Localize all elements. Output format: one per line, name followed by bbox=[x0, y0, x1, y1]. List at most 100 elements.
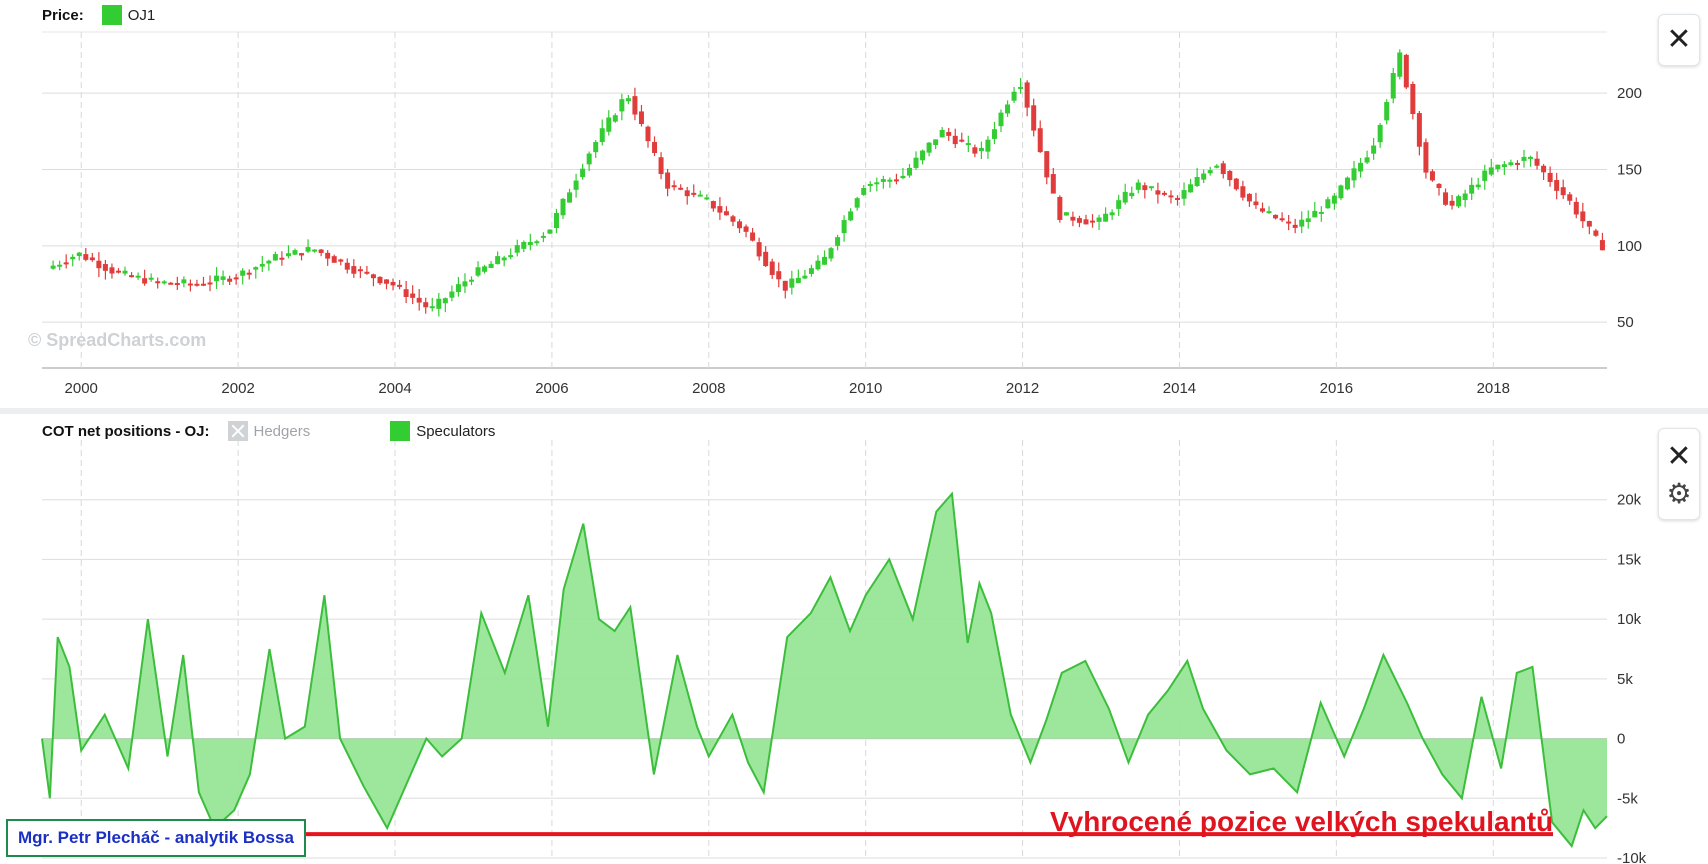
price-candle bbox=[70, 256, 76, 260]
price-candle bbox=[1599, 240, 1605, 251]
price-candle bbox=[1050, 174, 1056, 194]
price-candle bbox=[1279, 218, 1285, 221]
price-candle bbox=[325, 252, 331, 259]
price-candle bbox=[913, 157, 919, 168]
price-candle bbox=[1220, 163, 1226, 175]
speculators-swatch[interactable] bbox=[390, 421, 411, 441]
price-candle bbox=[207, 282, 213, 285]
price-candle bbox=[1011, 91, 1017, 101]
price-candle bbox=[194, 283, 200, 286]
price-y-tick-label: 200 bbox=[1617, 85, 1642, 102]
price-candle bbox=[619, 99, 625, 112]
price-candle bbox=[1103, 213, 1109, 222]
price-candle bbox=[593, 142, 599, 153]
price-candle bbox=[1384, 102, 1390, 121]
price-candle bbox=[534, 241, 540, 244]
cot-y-tick-label: 15k bbox=[1617, 551, 1642, 568]
hedgers-swatch[interactable] bbox=[227, 421, 248, 441]
x-tick-label: 2018 bbox=[1477, 380, 1510, 397]
price-candle bbox=[514, 245, 520, 253]
price-candle bbox=[1096, 217, 1102, 222]
price-candle bbox=[1528, 156, 1534, 159]
price-candle bbox=[122, 270, 128, 274]
price-candle bbox=[939, 129, 945, 138]
cot-legend: COT net positions - OJ: Hedgers Speculat… bbox=[42, 421, 495, 441]
price-candle bbox=[102, 264, 108, 271]
price-candle bbox=[1403, 54, 1409, 88]
price-candle bbox=[580, 168, 586, 178]
x-tick-label: 2012 bbox=[1006, 380, 1039, 397]
price-candle bbox=[148, 277, 154, 280]
price-candle bbox=[730, 216, 736, 222]
price-candle bbox=[1031, 105, 1037, 131]
price-candle bbox=[50, 265, 56, 269]
price-candle bbox=[822, 256, 827, 265]
price-candle bbox=[972, 147, 978, 154]
price-candle bbox=[1488, 167, 1494, 175]
price-candle bbox=[174, 283, 180, 286]
price-candle bbox=[501, 257, 507, 261]
price-candle bbox=[1495, 164, 1501, 170]
price-candle bbox=[1057, 196, 1063, 220]
price-candle bbox=[553, 213, 559, 228]
price-candle bbox=[638, 111, 644, 125]
price-candle bbox=[1351, 168, 1357, 181]
price-candle bbox=[1318, 211, 1324, 214]
close-icon[interactable]: ✕ bbox=[1666, 440, 1692, 473]
price-candle bbox=[599, 128, 605, 142]
oj1-legend-label[interactable]: OJ1 bbox=[127, 6, 156, 24]
price-candle bbox=[678, 187, 684, 190]
price-candle bbox=[305, 247, 311, 252]
price-candle bbox=[1292, 224, 1298, 228]
price-candle bbox=[96, 260, 102, 269]
price-candle bbox=[1259, 208, 1265, 212]
gear-icon[interactable]: ⚙ bbox=[1666, 478, 1692, 509]
price-candle bbox=[227, 278, 233, 282]
price-candle bbox=[488, 263, 494, 268]
price-candle bbox=[508, 255, 514, 258]
price-candle bbox=[671, 185, 677, 188]
price-candle bbox=[115, 270, 121, 273]
close-icon[interactable]: ✕ bbox=[1666, 23, 1692, 56]
price-candle bbox=[1253, 201, 1259, 206]
price-candle bbox=[743, 226, 749, 232]
price-candle bbox=[691, 192, 697, 195]
price-candle bbox=[906, 167, 912, 176]
price-candle bbox=[1024, 82, 1030, 108]
price-candle bbox=[978, 147, 984, 152]
price-candle bbox=[1109, 212, 1115, 216]
price-candle bbox=[397, 284, 403, 287]
price-candle bbox=[998, 112, 1004, 127]
price-candle bbox=[1194, 177, 1200, 186]
cot-y-tick-label: 20k bbox=[1617, 492, 1642, 509]
price-candle bbox=[1266, 211, 1272, 214]
hedgers-legend-label[interactable]: Hedgers bbox=[253, 422, 311, 440]
price-candle bbox=[279, 257, 285, 260]
price-candle bbox=[763, 251, 769, 267]
price-candle bbox=[854, 198, 860, 208]
price-candle bbox=[455, 284, 461, 293]
x-tick-label: 2010 bbox=[849, 380, 882, 397]
price-candle bbox=[468, 279, 474, 282]
price-candle bbox=[665, 172, 671, 189]
speculators-legend-label[interactable]: Speculators bbox=[416, 422, 496, 440]
price-candle bbox=[1273, 214, 1279, 219]
price-candle bbox=[991, 129, 997, 139]
oj1-swatch[interactable] bbox=[101, 5, 122, 25]
price-candle bbox=[1390, 73, 1396, 99]
price-axis: 200 150 100 50 2000 2002 2004 2006 2008 2010 2012 2… bbox=[65, 85, 1642, 397]
price-candle bbox=[390, 281, 396, 286]
price-candle bbox=[756, 242, 762, 257]
price-grid bbox=[42, 31, 1607, 369]
price-candle bbox=[1240, 186, 1246, 198]
price-candle bbox=[1338, 185, 1344, 199]
price-candle bbox=[1410, 84, 1416, 115]
price-candle bbox=[737, 221, 743, 229]
price-candle bbox=[1076, 218, 1082, 223]
price-candle bbox=[200, 283, 206, 286]
x-tick-label: 2004 bbox=[378, 380, 411, 397]
price-candle bbox=[187, 283, 193, 286]
price-candle bbox=[1168, 195, 1174, 198]
price-candle bbox=[606, 117, 612, 132]
price-candle bbox=[449, 291, 455, 298]
